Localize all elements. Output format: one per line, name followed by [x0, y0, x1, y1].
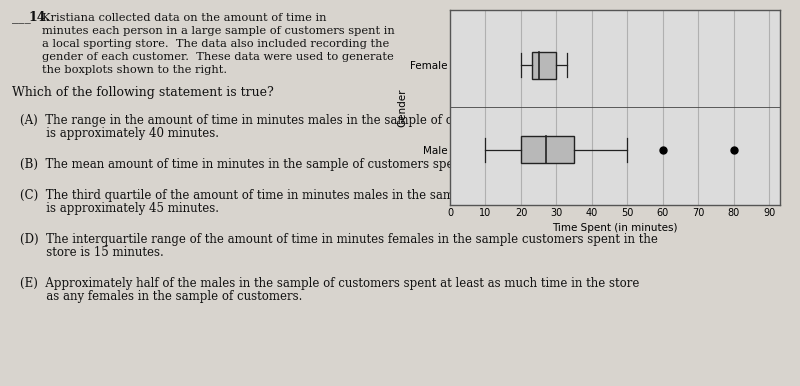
Text: (E)  Approximately half of the males in the sample of customers spent at least a: (E) Approximately half of the males in t…	[20, 277, 639, 290]
Text: store is 15 minutes.: store is 15 minutes.	[20, 246, 164, 259]
Text: is approximately 40 minutes.: is approximately 40 minutes.	[20, 127, 219, 140]
FancyBboxPatch shape	[521, 136, 574, 163]
Text: ___: ___	[12, 11, 30, 24]
Text: Which of the following statement is true?: Which of the following statement is true…	[12, 86, 274, 99]
Text: Kristiana collected data on the amount of time in: Kristiana collected data on the amount o…	[42, 13, 326, 23]
Text: 14.: 14.	[28, 11, 50, 24]
Y-axis label: Gender: Gender	[397, 88, 407, 127]
Text: (C)  The third quartile of the amount of time in minutes males in the sample of : (C) The third quartile of the amount of …	[20, 189, 662, 202]
X-axis label: Time Spent (in minutes): Time Spent (in minutes)	[552, 223, 678, 233]
Text: a local sporting store.  The data also included recording the: a local sporting store. The data also in…	[42, 39, 390, 49]
Text: the boxplots shown to the right.: the boxplots shown to the right.	[42, 65, 227, 75]
FancyBboxPatch shape	[532, 52, 557, 79]
Text: (D)  The interquartile range of the amount of time in minutes females in the sam: (D) The interquartile range of the amoun…	[20, 233, 658, 246]
Text: (B)  The mean amount of time in minutes in the sample of customers spent in the : (B) The mean amount of time in minutes i…	[20, 158, 714, 171]
Text: is approximately 45 minutes.: is approximately 45 minutes.	[20, 202, 219, 215]
Text: minutes each person in a large sample of customers spent in: minutes each person in a large sample of…	[42, 26, 394, 36]
Text: as any females in the sample of customers.: as any females in the sample of customer…	[20, 290, 302, 303]
Text: (A)  The range in the amount of time in minutes males in the sample of customers: (A) The range in the amount of time in m…	[20, 114, 616, 127]
Text: gender of each customer.  These data were used to generate: gender of each customer. These data were…	[42, 52, 394, 62]
